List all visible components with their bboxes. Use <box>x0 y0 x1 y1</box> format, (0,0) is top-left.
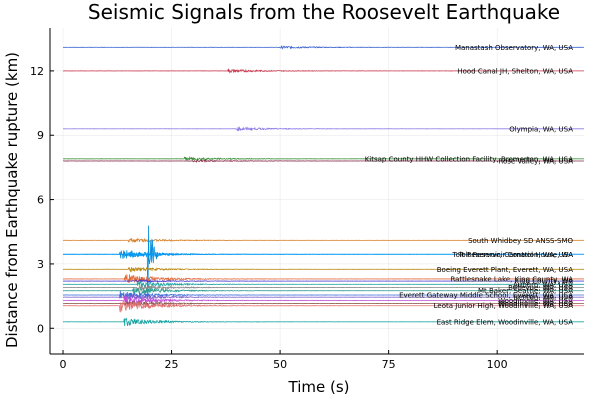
x-tick-label: 50 <box>273 358 287 371</box>
series-line <box>62 68 585 74</box>
series-label: Auburn, WA, USA <box>513 281 573 289</box>
y-tick-label: 0 <box>37 322 44 335</box>
series-label: Bellevue, WA, USA <box>508 284 573 292</box>
axes <box>49 28 584 355</box>
series-label: Woodinville, WA, USA <box>498 297 573 305</box>
x-tick-label: 75 <box>382 358 396 371</box>
series-line <box>62 266 584 273</box>
x-tick-label: 0 <box>60 358 67 371</box>
series-line <box>62 295 585 306</box>
y-tick-label: 3 <box>37 258 44 271</box>
series-line <box>62 274 584 283</box>
series-label: Everett Gateway Middle School, Everett, … <box>399 292 573 300</box>
y-tick-label: 9 <box>37 129 44 142</box>
series-line <box>62 251 585 258</box>
series-label: Renton, WA, USA <box>514 294 574 302</box>
x-axis-label: Time (s) <box>288 378 350 396</box>
series-label: Tolt Reservoir Control House, WA <box>457 251 573 259</box>
series-label: Mt Baker, Seattle, WA, USA <box>478 287 573 295</box>
series-label: King County, WA <box>515 278 574 286</box>
traces <box>62 45 585 327</box>
series-label: Hood Canal JH, Shelton, WA, USA <box>457 67 573 75</box>
series-line <box>62 300 584 313</box>
station-labels: Manastash Observatory, WA, USA Hood Canal… <box>365 44 574 327</box>
ticks: 0 25 50 75 100 0 3 6 9 12 <box>30 65 508 371</box>
series-label: Tolt Reservoir, Carnation, WA, USA <box>452 251 574 259</box>
series-line <box>63 45 584 50</box>
y-tick-label: 12 <box>30 65 44 78</box>
series-label: Leota Junior High, Woodinville, WA, USA <box>434 302 574 310</box>
series-label: Kitsap County HHW Collection Facility, B… <box>365 155 573 163</box>
series-line <box>62 293 584 302</box>
series-line <box>62 155 585 162</box>
series-label: Manastash Observatory, WA, USA <box>455 44 573 52</box>
x-tick-label: 100 <box>487 358 508 371</box>
series-line <box>62 281 584 289</box>
series-line <box>62 159 585 163</box>
series-label: Boeing Everett Plant, Everett, WA, USA <box>437 266 573 274</box>
series-label: Woodinville, WA, USA <box>498 300 573 308</box>
series-line <box>63 286 585 295</box>
series-label: Rose Valley, WA, USA <box>498 157 573 165</box>
series-line <box>62 237 584 244</box>
series-label: Olympia, WA, USA <box>509 125 573 133</box>
y-tick-label: 6 <box>37 194 44 207</box>
series-label: East Ridge Elem, Woodinville, WA, USA <box>437 318 574 326</box>
x-tick-label: 25 <box>165 358 179 371</box>
chart-title: Seismic Signals from the Roosevelt Earth… <box>88 0 560 24</box>
series-line <box>62 125 585 132</box>
series-line <box>62 300 585 308</box>
series-line <box>62 290 585 299</box>
series-line <box>63 317 585 327</box>
series-label: South Whidbey SD ANSS-SMO <box>468 237 573 245</box>
y-axis-label: Distance from Earthquake rupture (km) <box>3 52 21 348</box>
series-label: Rattlesnake Lake, King County, WA <box>450 275 573 283</box>
series-line <box>62 278 585 284</box>
